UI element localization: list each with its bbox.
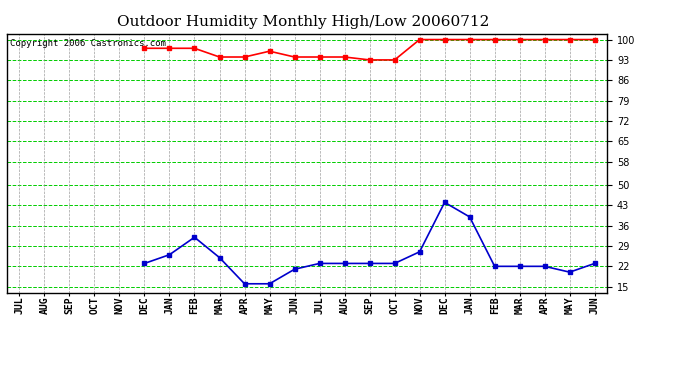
Text: Copyright 2006 Castronics.com: Copyright 2006 Castronics.com [10, 39, 166, 48]
Text: Outdoor Humidity Monthly High/Low 20060712: Outdoor Humidity Monthly High/Low 200607… [117, 15, 490, 29]
